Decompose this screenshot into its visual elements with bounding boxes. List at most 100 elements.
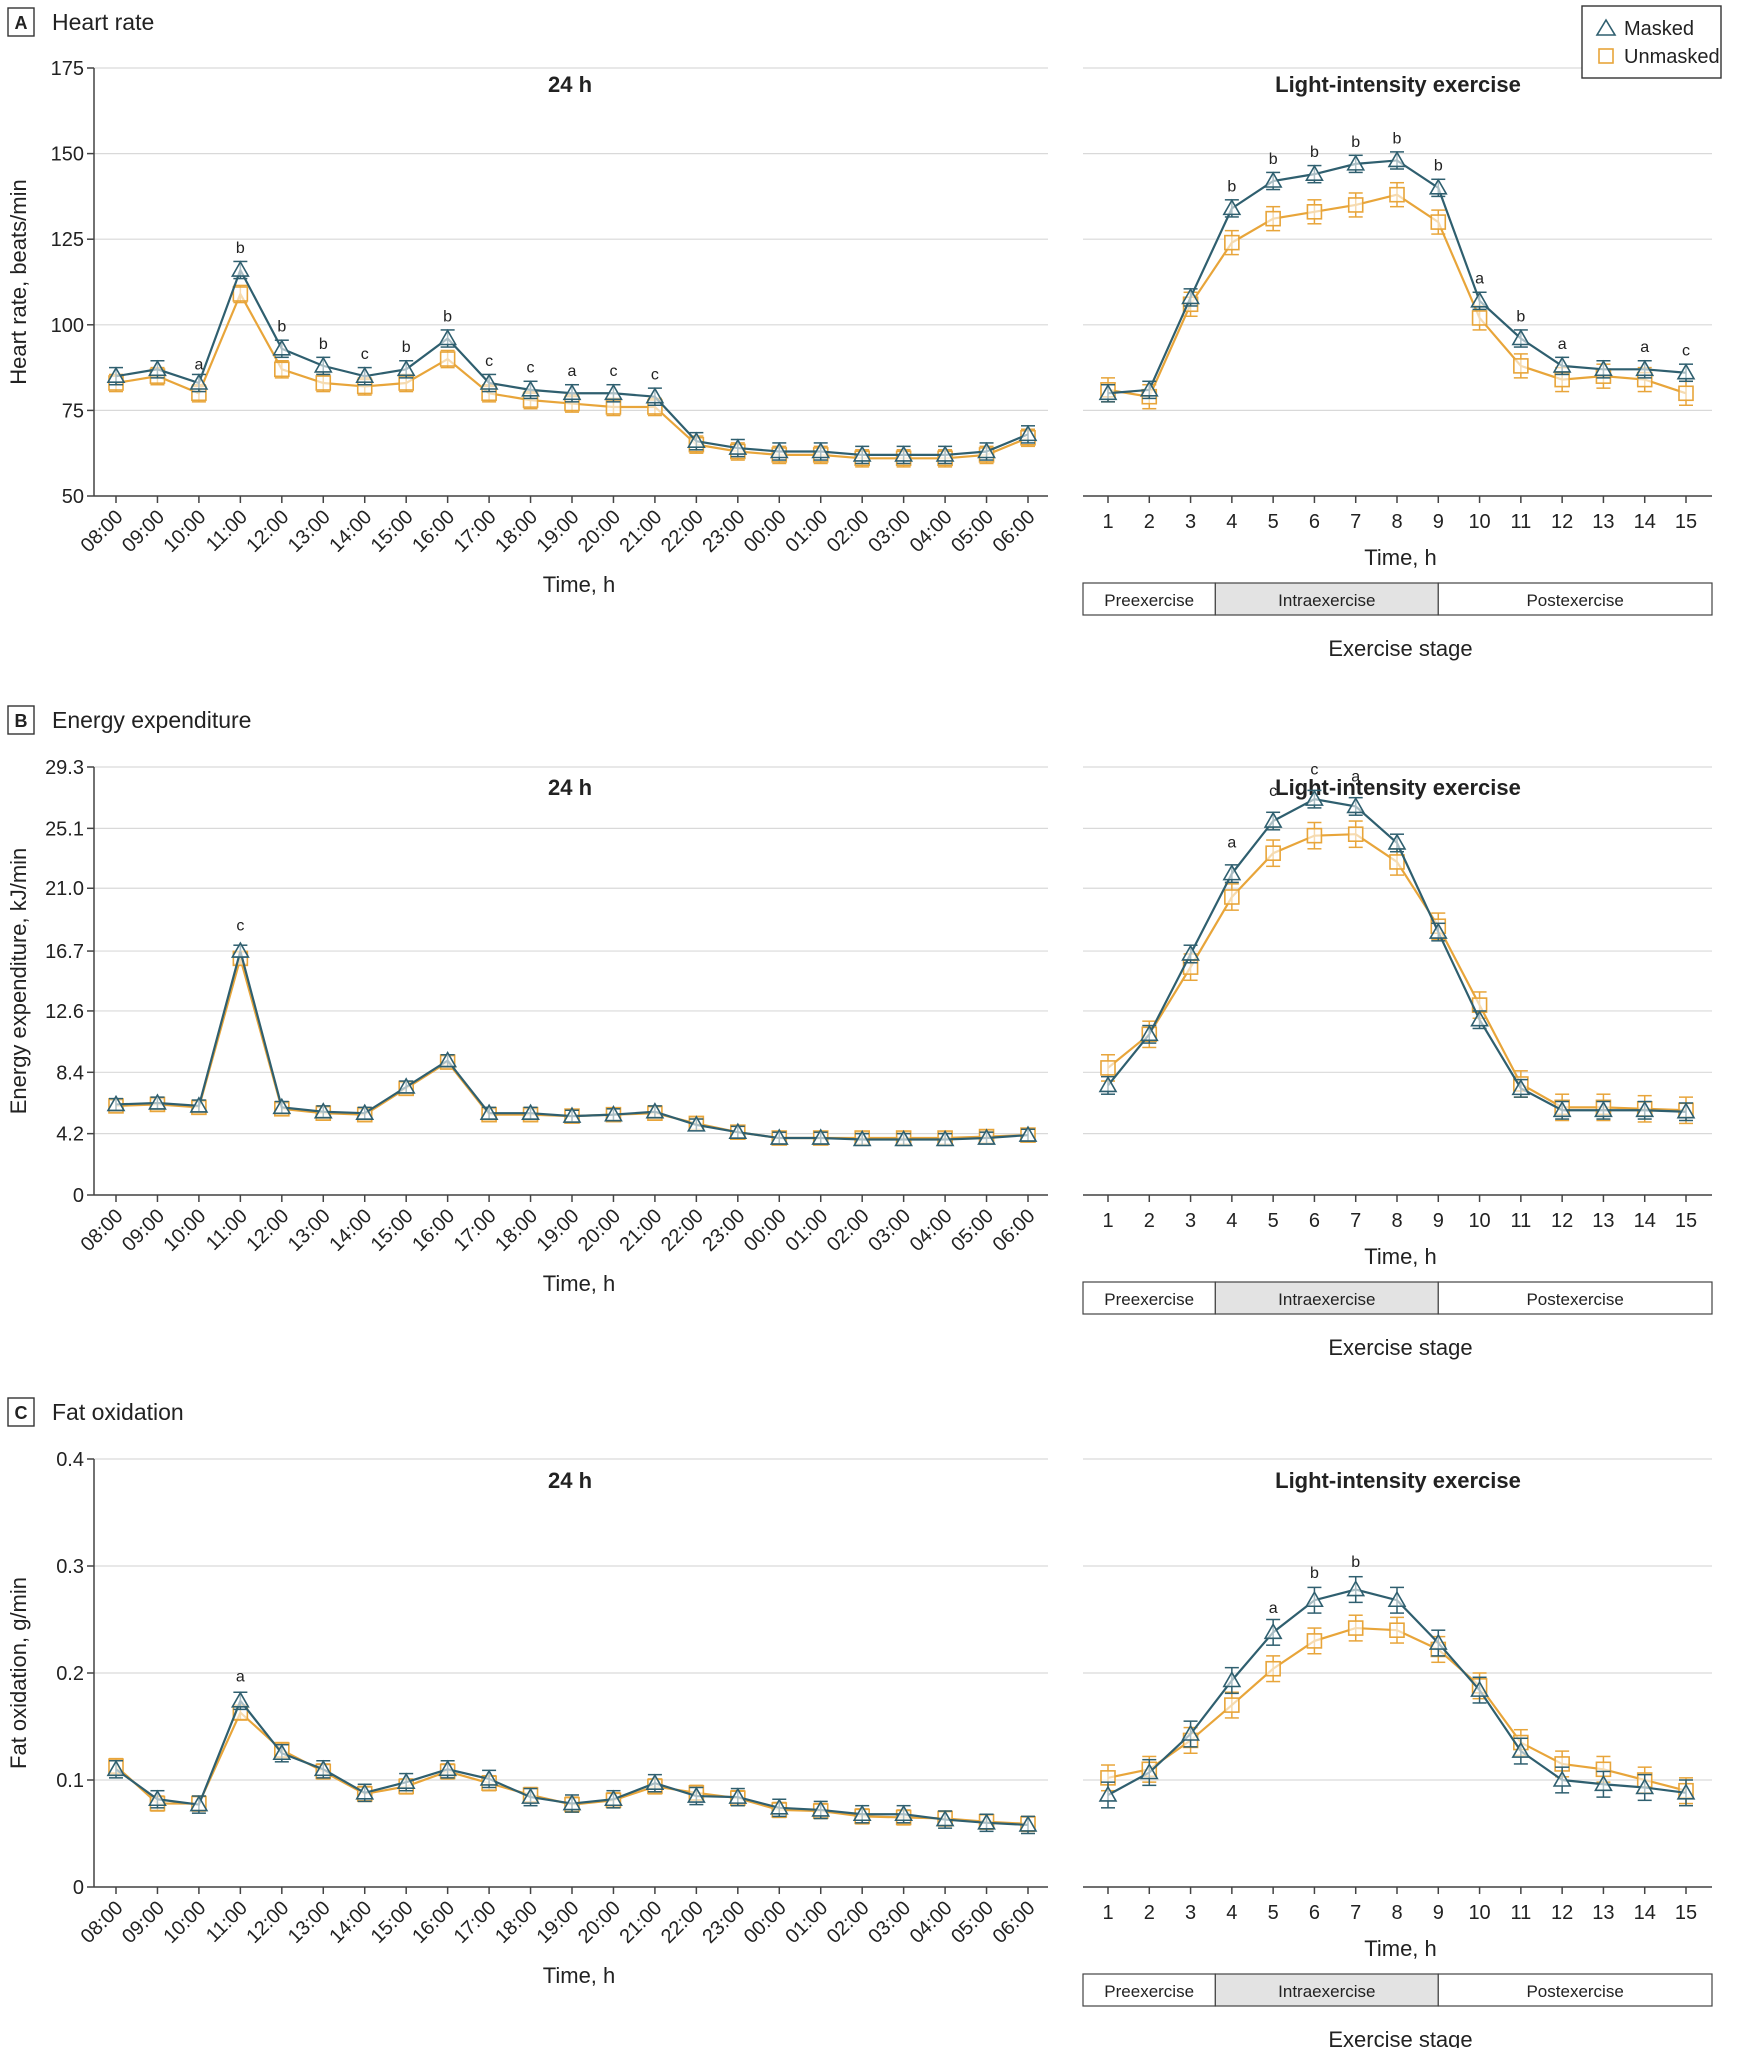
- x-axis-label: Time, h: [1364, 1244, 1437, 1269]
- data-point: [645, 1773, 665, 1791]
- exercise-stage-bar: Preexercise Intraexercise Postexercise Exer…: [1082, 1281, 1713, 1360]
- data-point: [1222, 864, 1242, 881]
- data-point: [438, 1759, 458, 1777]
- x-tick-label: 12: [1551, 511, 1573, 533]
- x-tick-label: 1: [1102, 1210, 1113, 1232]
- panel-title: Fat oxidation: [52, 1399, 184, 1425]
- stage-segment: [1214, 1281, 1439, 1315]
- significance-label: b: [1434, 158, 1443, 175]
- data-point: [977, 1813, 996, 1830]
- data-point: [1098, 383, 1118, 401]
- data-point: [1139, 1024, 1159, 1042]
- x-tick-label: 11:00: [202, 506, 252, 556]
- x-tick-label: 7: [1350, 1210, 1361, 1232]
- data-point: [977, 1128, 996, 1145]
- legend-symbol: [1595, 18, 1617, 36]
- panel-header-A: A Heart rate: [7, 7, 154, 37]
- data-point: [1224, 889, 1240, 905]
- data-point: [355, 1103, 375, 1120]
- data-point: [562, 1793, 582, 1811]
- x-tick-label: 02:00: [823, 1205, 874, 1256]
- data-point: [1552, 1770, 1572, 1787]
- x-tick-label: 11: [1510, 1210, 1531, 1232]
- data-point: [479, 373, 499, 390]
- data-point: [1263, 171, 1283, 188]
- data-point: [1594, 1100, 1613, 1118]
- significance-label: a: [194, 356, 203, 373]
- x-tick-label: 12: [1551, 1210, 1573, 1232]
- stage-label: Postexercise: [1526, 591, 1623, 610]
- data-point: [894, 445, 914, 462]
- data-point: [894, 1804, 914, 1822]
- x-tick-label: 10:00: [159, 1897, 210, 1948]
- significance-label: c: [1310, 761, 1318, 778]
- data-point: [645, 1102, 665, 1119]
- data-point: [438, 328, 458, 346]
- x-tick-label: 14: [1634, 511, 1656, 533]
- plot-title: 24 h: [548, 1468, 592, 1493]
- x-tick-label: 17:00: [450, 506, 501, 557]
- data-point: [1139, 380, 1159, 397]
- x-tick-label: 01:00: [781, 506, 832, 557]
- plot-title: Light-intensity exercise: [1275, 72, 1521, 97]
- significance-label: a: [1269, 1600, 1278, 1617]
- stage-axis-title: Exercise stage: [1328, 1335, 1472, 1360]
- data-point: [396, 1772, 416, 1789]
- x-tick-label: 01:00: [781, 1205, 832, 1256]
- data-point: [686, 1786, 706, 1803]
- series-masked: [106, 1691, 1038, 1835]
- panel-letter: C: [15, 1403, 28, 1423]
- data-point: [1181, 944, 1200, 961]
- y-tick-label: 0.4: [56, 1449, 84, 1471]
- data-point: [1265, 1660, 1281, 1677]
- chart-B-24h: 0 4.2 8.4 12.6 16.7 21.0 25.1 29.3 Energy expend…: [6, 757, 1048, 1296]
- data-point: [106, 1094, 126, 1112]
- chart-A-24h: 50 75 100 125 150 175 Heart rate, beats/min 08:…: [6, 58, 1048, 597]
- x-tick-label: 03:00: [864, 1897, 915, 1948]
- x-tick-label: 9: [1433, 1902, 1444, 1924]
- data-point: [1305, 1590, 1324, 1608]
- data-point: [1594, 359, 1613, 377]
- data-point: [272, 1743, 292, 1761]
- y-tick-label: 75: [62, 400, 84, 422]
- data-point: [1552, 356, 1572, 373]
- x-tick-label: 6: [1309, 511, 1320, 533]
- data-point: [438, 1050, 458, 1068]
- data-point: [604, 1789, 623, 1807]
- significance-label: c: [236, 918, 244, 935]
- x-tick-label: 12:00: [242, 1205, 293, 1256]
- data-point: [1389, 1622, 1405, 1638]
- x-tick-label: 23:00: [698, 1897, 749, 1948]
- x-tick-label: 12: [1551, 1902, 1573, 1924]
- data-point: [604, 383, 623, 401]
- significance-label: a: [1227, 834, 1236, 851]
- x-tick-label: 11: [1510, 1902, 1531, 1924]
- x-tick-label: 08:00: [77, 506, 128, 557]
- x-tick-label: 10: [1468, 1210, 1490, 1232]
- x-tick-label: 14: [1634, 1902, 1656, 1924]
- significance-label: c: [527, 360, 535, 377]
- y-tick-label: 0.1: [56, 1770, 84, 1792]
- data-point: [1098, 1075, 1118, 1093]
- x-tick-label: 10: [1468, 1902, 1490, 1924]
- x-axis-label: Time, h: [543, 1271, 616, 1296]
- x-tick-label: 15:00: [367, 506, 418, 557]
- x-tick-label: 8: [1391, 1902, 1402, 1924]
- data-point: [1678, 385, 1694, 402]
- data-point: [1306, 204, 1323, 220]
- plot-title: 24 h: [548, 72, 592, 97]
- x-tick-label: 05:00: [947, 1205, 998, 1256]
- y-axis-label: Energy expenditure, kJ/min: [6, 848, 31, 1115]
- data-point: [935, 1129, 955, 1147]
- significance-label: a: [1558, 336, 1567, 353]
- x-tick-label: 21:00: [615, 1897, 666, 1948]
- stage-segment: [1437, 1281, 1713, 1315]
- y-tick-label: 29.3: [45, 757, 84, 779]
- series-masked: [106, 941, 1038, 1147]
- stage-segment: [1437, 582, 1713, 616]
- x-tick-label: 09:00: [118, 1897, 169, 1948]
- data-point: [1018, 424, 1038, 442]
- data-point: [439, 351, 456, 367]
- x-tick-label: 10:00: [159, 1205, 210, 1256]
